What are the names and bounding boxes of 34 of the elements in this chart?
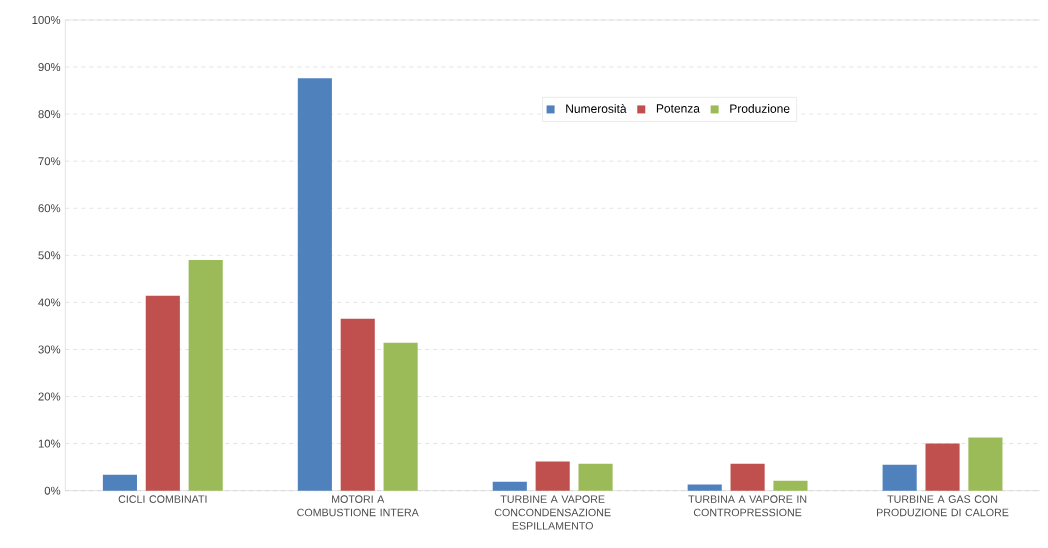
y-tick-label: 50% xyxy=(38,251,61,260)
x-tick-label: TURBINE A VAPORE CONCONDENSAZIONE ESPILLAMENTO xyxy=(494,495,611,530)
y-tick-label: 0% xyxy=(44,486,61,495)
y-tick-label: 70% xyxy=(38,157,61,166)
x-tick-label: TURBINE A GAS CON PRODUZIONE DI CALORE xyxy=(877,495,1009,517)
bar xyxy=(578,463,613,491)
legend-label: Numerosità xyxy=(566,103,627,113)
y-tick-label: 10% xyxy=(38,439,61,448)
bar xyxy=(145,295,180,491)
bar xyxy=(687,484,722,491)
legend-label: Produzione xyxy=(730,104,790,113)
bar xyxy=(340,318,375,491)
x-tick-label: CICLI COMBINATI xyxy=(118,495,207,503)
y-tick-label: 60% xyxy=(38,204,61,213)
legend-label: Potenza xyxy=(656,104,700,113)
bar xyxy=(383,342,418,491)
x-tick-label: MOTORI A COMBUSTIONE INTERA xyxy=(297,495,419,517)
y-tick-label: 100% xyxy=(32,15,61,24)
x-tick-label: TURBINA A VAPORE IN CONTROPRESSIONE xyxy=(688,495,807,517)
bar xyxy=(188,260,223,491)
bar xyxy=(297,78,332,491)
bar xyxy=(882,464,917,491)
bar xyxy=(730,463,765,491)
y-tick-label: 80% xyxy=(38,110,61,119)
y-tick-label: 90% xyxy=(38,63,61,72)
bar xyxy=(492,481,527,491)
bar xyxy=(968,437,1003,491)
y-tick-label: 40% xyxy=(38,298,61,307)
bar xyxy=(102,474,137,491)
bar xyxy=(925,443,960,491)
y-tick-label: 30% xyxy=(38,345,61,354)
y-tick-label: 20% xyxy=(38,392,61,401)
bar xyxy=(535,461,570,491)
bar xyxy=(773,480,808,491)
